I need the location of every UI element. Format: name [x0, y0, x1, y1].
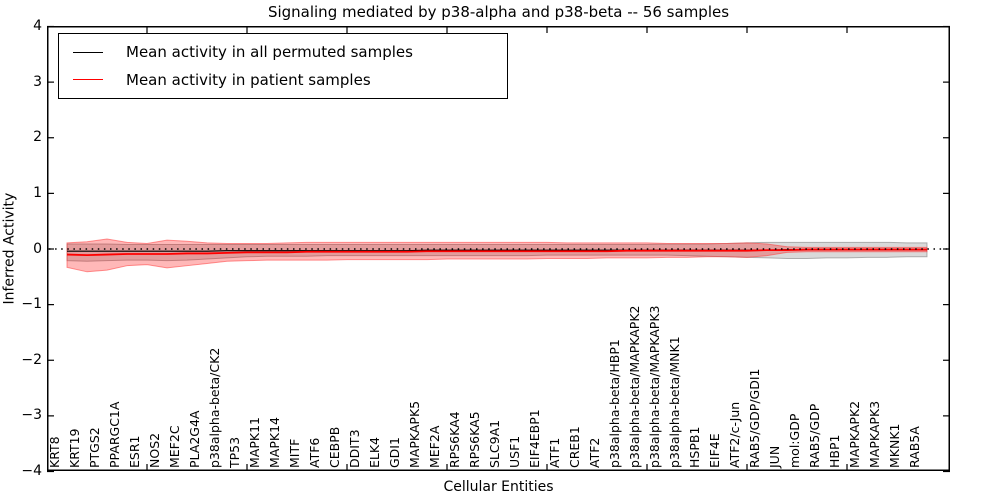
x-tick-label: EIF4E	[706, 433, 722, 468]
y-tick-label: 1	[33, 184, 42, 201]
x-tick-label: p38alpha-beta/MNK1	[666, 336, 682, 468]
x-tick-label: p38alpha-beta/HBP1	[606, 339, 622, 468]
x-tick-label: CEBPB	[326, 426, 342, 468]
x-tick-label: CREB1	[566, 426, 582, 468]
x-tick-label: p38alpha-beta/CK2	[206, 347, 222, 468]
x-tick-label: PPARGC1A	[106, 401, 122, 468]
x-tick-label: RAB5/GDP	[806, 403, 822, 468]
legend-label-permuted: Mean activity in all permuted samples	[126, 43, 413, 62]
x-tick-label: MEF2A	[426, 425, 442, 468]
x-tick-label: JUN	[766, 445, 782, 468]
x-tick-label: mol:GDP	[786, 413, 802, 468]
plot-canvas	[47, 25, 950, 473]
x-axis-label: Cellular Entities	[443, 479, 554, 495]
x-tick-label: MITF	[286, 438, 302, 468]
x-tick-label: USF1	[506, 435, 522, 468]
x-tick-label: MAPKAPK3	[866, 400, 882, 468]
x-tick-label: RAB5A	[906, 426, 922, 468]
x-tick-label: p38alpha-beta/MAPKAPK2	[626, 305, 642, 469]
legend-label-patient: Mean activity in patient samples	[126, 70, 371, 89]
x-tick-label: MAPK14	[266, 417, 282, 468]
x-tick-label: RPS6KA5	[466, 411, 482, 468]
x-tick-label: MAPKAPK5	[406, 400, 422, 468]
x-tick-label: EIF4EBP1	[526, 409, 542, 468]
x-tick-label: NOS2	[146, 432, 162, 468]
x-tick-label: ELK4	[366, 436, 382, 468]
x-tick-label: ATF2	[586, 437, 602, 468]
legend: Mean activity in all permuted samples Me…	[58, 33, 508, 99]
x-tick-label: MKNK1	[886, 423, 902, 468]
x-tick-label: DDIT3	[346, 429, 362, 468]
legend-entry-permuted: Mean activity in all permuted samples	[59, 43, 507, 61]
y-tick-label: −3	[21, 407, 42, 424]
x-tick-label: KRT8	[46, 436, 62, 468]
x-tick-label: MAPK11	[246, 417, 262, 468]
x-tick-label: ESR1	[126, 435, 142, 468]
y-tick-label: −4	[21, 463, 42, 479]
x-tick-label: TP53	[226, 436, 242, 468]
x-tick-label: p38alpha-beta/MAPKAPK3	[646, 305, 662, 469]
x-tick-label: HBP1	[826, 434, 842, 468]
y-tick-label: 4	[33, 18, 42, 34]
x-tick-label: PLA2G4A	[186, 410, 202, 468]
y-tick-label: 3	[33, 73, 42, 90]
y-tick-label: 2	[33, 129, 42, 146]
y-tick-label: 0	[33, 240, 42, 257]
legend-entry-patient: Mean activity in patient samples	[59, 71, 507, 89]
x-tick-label: ATF2/c-Jun	[726, 401, 742, 468]
x-tick-label: ATF6	[306, 437, 322, 468]
x-tick-label: PTGS2	[86, 427, 102, 468]
chart-title: Signaling mediated by p38-alpha and p38-…	[267, 3, 730, 21]
x-tick-label: ATF1	[546, 437, 562, 468]
x-tick-label: KRT19	[66, 428, 82, 468]
y-tick-label: −2	[21, 351, 42, 368]
plot-area	[47, 25, 950, 473]
x-tick-label: RAB5/GDP/GDI1	[746, 368, 762, 468]
permuted-line-swatch	[73, 51, 103, 53]
x-tick-label: MEF2C	[166, 425, 182, 468]
y-tick-label: −1	[21, 296, 42, 313]
patient-line-swatch	[73, 79, 103, 81]
x-tick-label: MAPKAPK2	[846, 400, 862, 468]
x-tick-label: HSPB1	[686, 426, 702, 468]
x-tick-label: RPS6KA4	[446, 411, 462, 468]
x-tick-label: SLC9A1	[486, 419, 502, 468]
x-tick-label: GDI1	[386, 437, 402, 468]
